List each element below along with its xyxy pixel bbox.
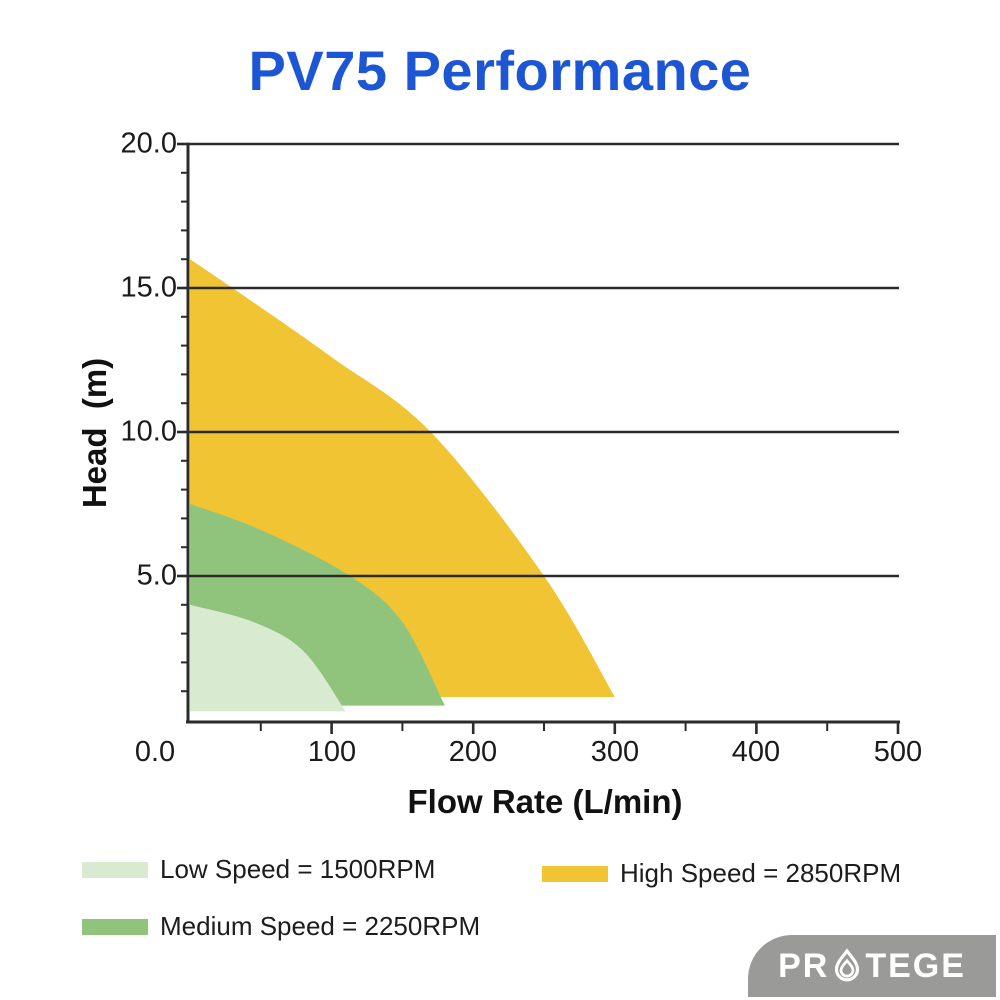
legend-item-high-speed: High Speed = 2850RPM bbox=[542, 858, 901, 889]
axis-spines bbox=[186, 142, 900, 724]
y-axis-title: Head (m) bbox=[76, 357, 113, 509]
x-tick-0: 0.0 bbox=[134, 736, 176, 768]
legend-item-low-speed: Low Speed = 1500RPM bbox=[82, 854, 435, 885]
legend-label-medium-speed: Medium Speed = 2250RPM bbox=[160, 911, 481, 941]
pump-curve-areas bbox=[190, 259, 615, 712]
gridlines bbox=[187, 142, 899, 578]
y-tick-20: 20.0 bbox=[120, 127, 177, 160]
low-speed-swatch bbox=[82, 861, 148, 878]
protege-logo: PR TEGE bbox=[748, 935, 996, 997]
legend-label-low-speed: Low Speed = 1500RPM bbox=[160, 854, 436, 884]
x-tick-100: 100 bbox=[307, 736, 357, 768]
y-tick-5: 5.0 bbox=[136, 559, 177, 592]
legend-item-medium-speed: Medium Speed = 2250RPM bbox=[82, 911, 480, 942]
legend-label-high-speed: High Speed = 2850RPM bbox=[620, 858, 902, 888]
x-tick-200: 200 bbox=[448, 736, 498, 768]
logo-text-right: TEGE bbox=[865, 947, 966, 985]
water-drop-icon bbox=[835, 948, 860, 982]
chart-title: PV75 Performance bbox=[248, 39, 752, 102]
high-speed-swatch bbox=[542, 865, 608, 882]
x-tick-500: 500 bbox=[873, 736, 923, 768]
medium-speed-swatch bbox=[82, 918, 148, 935]
x-axis-title: Flow Rate (L/min) bbox=[407, 783, 683, 820]
y-tick-15: 15.0 bbox=[120, 271, 177, 304]
logo-text-left: PR bbox=[778, 947, 830, 985]
y-tick-10: 10.0 bbox=[120, 415, 177, 448]
x-tick-300: 300 bbox=[590, 736, 640, 768]
x-tick-400: 400 bbox=[731, 736, 781, 768]
